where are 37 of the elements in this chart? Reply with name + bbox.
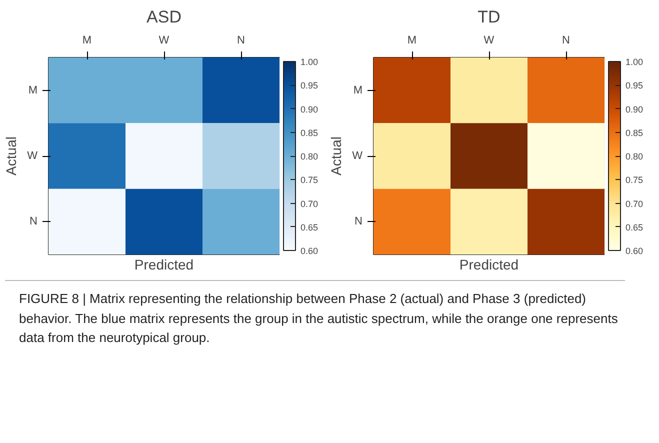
y-axis-title: Actual bbox=[3, 136, 20, 176]
color-bar-label: 0.90 bbox=[626, 104, 644, 114]
color-bar-label: 1.00 bbox=[300, 57, 318, 67]
color-bar-label: 0.70 bbox=[300, 198, 318, 209]
y-tick-label: M bbox=[28, 84, 38, 96]
color-bar-label: 0.80 bbox=[300, 152, 318, 162]
color-bar-label: 0.75 bbox=[626, 175, 644, 186]
color-bar-label: 1.00 bbox=[626, 57, 644, 67]
x-tick-label: W bbox=[158, 34, 170, 46]
x-axis-title: Predicted bbox=[134, 256, 194, 272]
y-tick-label: N bbox=[30, 216, 38, 228]
x-tick-label: M bbox=[82, 34, 92, 46]
color-bar-label: 0.95 bbox=[626, 80, 644, 91]
chart-title: ASD bbox=[146, 8, 182, 26]
color-bar-label: 0.65 bbox=[626, 222, 644, 232]
y-tick-label: W bbox=[27, 150, 38, 162]
x-tick-label: N bbox=[562, 34, 570, 46]
x-tick-label: W bbox=[484, 34, 495, 46]
color-bar-label: 0.60 bbox=[300, 246, 318, 256]
color-bar-label: 0.85 bbox=[626, 128, 644, 138]
x-tick-label: N bbox=[237, 34, 246, 46]
color-bar-label: 0.85 bbox=[300, 128, 318, 138]
color-bar-label: 0.60 bbox=[626, 246, 644, 256]
y-tick-label: W bbox=[352, 150, 364, 162]
chart-title: TD bbox=[478, 8, 500, 26]
x-axis-title: Predicted bbox=[459, 256, 519, 272]
color-bar-label: 0.95 bbox=[300, 80, 318, 91]
color-bar-label: 0.75 bbox=[300, 175, 318, 186]
y-axis-title: Actual bbox=[328, 136, 344, 176]
y-tick-label: M bbox=[353, 84, 363, 96]
color-bar-label: 0.80 bbox=[626, 152, 644, 162]
color-bar-label: 0.90 bbox=[300, 104, 318, 114]
color-bar-label: 0.65 bbox=[300, 222, 318, 232]
color-bar-label: 0.70 bbox=[626, 198, 644, 209]
x-tick-label: M bbox=[407, 34, 417, 46]
y-tick-label: N bbox=[354, 216, 363, 228]
caption: FIGURE 8 | Matrix representing the relationship between Phase 2 (actual) and Phase 3 (predicted) behavior. The blue matrix represents the group in the autistic spectrum, while the orange one represents data from the neurotypical group. bbox=[19, 290, 619, 347]
